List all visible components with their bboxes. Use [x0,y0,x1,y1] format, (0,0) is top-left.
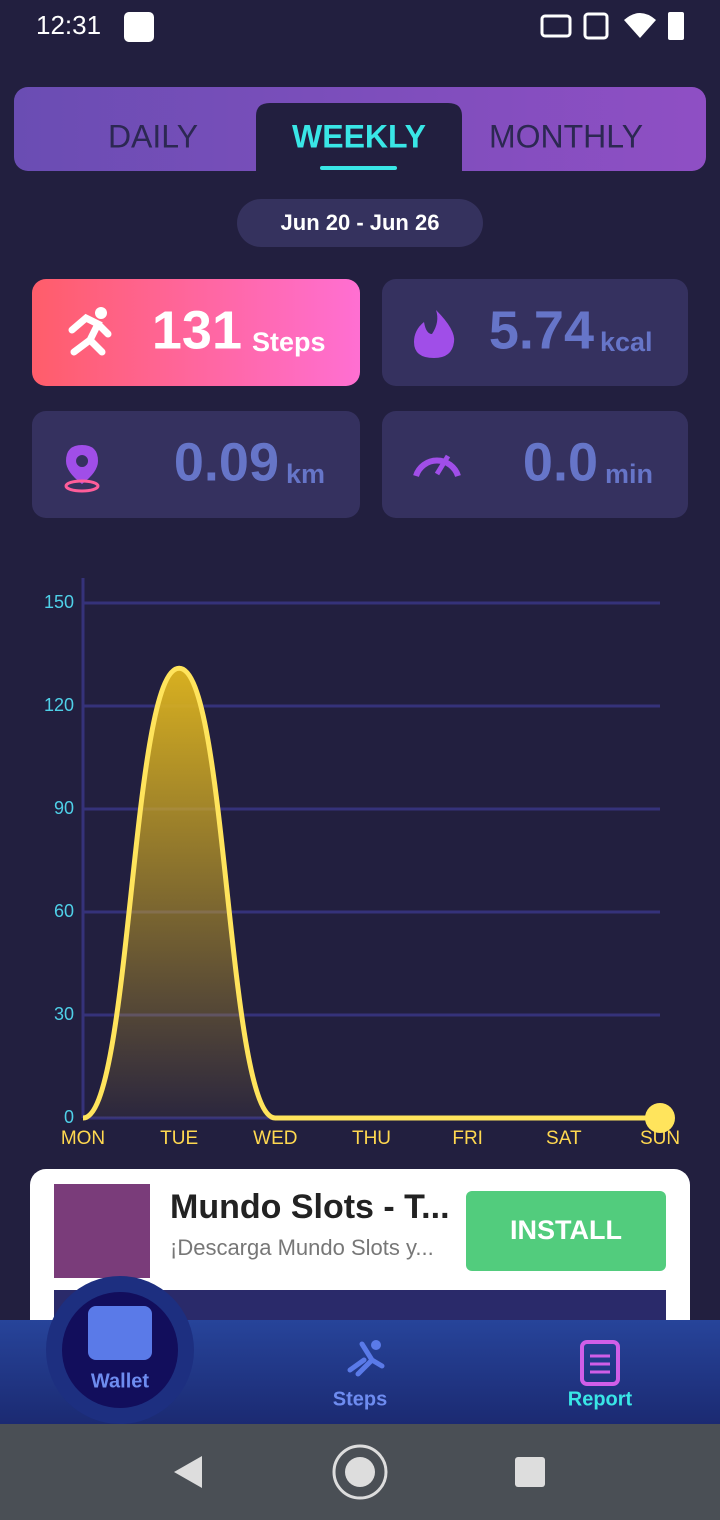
fire-icon [414,310,455,358]
stat-card [32,279,360,386]
date-range: Jun 20 - Jun 26 [281,210,440,235]
tab-selected [256,103,462,171]
wallet-icon [88,1306,152,1360]
stat-unit: kcal [600,327,653,357]
run-icon [68,307,112,356]
back-button[interactable] [174,1456,202,1488]
tab[interactable]: MONTHLY [489,118,643,154]
y-tick-label: 150 [44,592,74,612]
install-button[interactable] [466,1191,666,1271]
line [82,665,660,1121]
speed-icon [434,454,451,476]
ad-title: Mundo Slots - T... [170,1188,450,1226]
tab-underline [320,166,397,170]
x-tick-label: THU [352,1128,391,1149]
y-tick-label: 120 [44,695,74,715]
report-icon [590,1354,610,1374]
ad-image [54,1184,150,1278]
status-icons [540,12,684,40]
speed-icon [413,457,461,478]
home-button[interactable] [332,1444,388,1500]
y-tick-label: 90 [54,798,74,818]
ad-subtitle: ¡Descarga Mundo Slots y... [170,1235,434,1260]
x-tick-label: SAT [546,1128,582,1149]
steps-icon [371,1340,381,1350]
x-tick-label: TUE [160,1128,198,1149]
install-label: INSTALL [510,1215,622,1245]
y-tick-label: 0 [64,1107,74,1127]
stat-value: 0.0 [523,432,598,492]
y-tick-label: 30 [54,1004,74,1024]
home-button [345,1457,375,1487]
status-icon [124,12,154,42]
stat-unit: km [286,459,325,489]
stat-card [382,411,688,518]
stat-card [382,279,688,386]
y-tick-label: 60 [54,901,74,921]
nav-label[interactable]: Report [568,1388,633,1410]
location-icon [64,479,100,493]
stat-value: 131 [152,300,242,360]
nav-label: Wallet [91,1370,149,1392]
recents-button[interactable] [515,1457,545,1487]
x-tick-label: MON [61,1128,105,1149]
report-icon [580,1340,620,1386]
x-tick-label: SUN [640,1128,680,1149]
tab[interactable]: WEEKLY [292,118,426,154]
chart: 0 30 60 90 120 150 MON TUE WED THU FRI SAT SUN [44,578,680,1149]
location-icon [66,445,98,484]
stat-card [32,411,360,518]
date-pill[interactable] [237,199,483,247]
selected-point [645,1103,675,1133]
stat-value: 0.09 [174,432,279,492]
status-time: 12:31 [36,10,101,40]
stat-value: 5.74 [489,300,594,360]
area [83,668,660,1118]
tab[interactable]: DAILY [108,118,198,154]
nav-label[interactable]: Steps [333,1388,387,1410]
x-tick-label: WED [253,1128,297,1149]
stat-unit: Steps [252,327,326,357]
stat-unit: min [605,459,653,489]
x-tick-label: FRI [452,1128,483,1149]
steps-icon [347,1341,385,1377]
